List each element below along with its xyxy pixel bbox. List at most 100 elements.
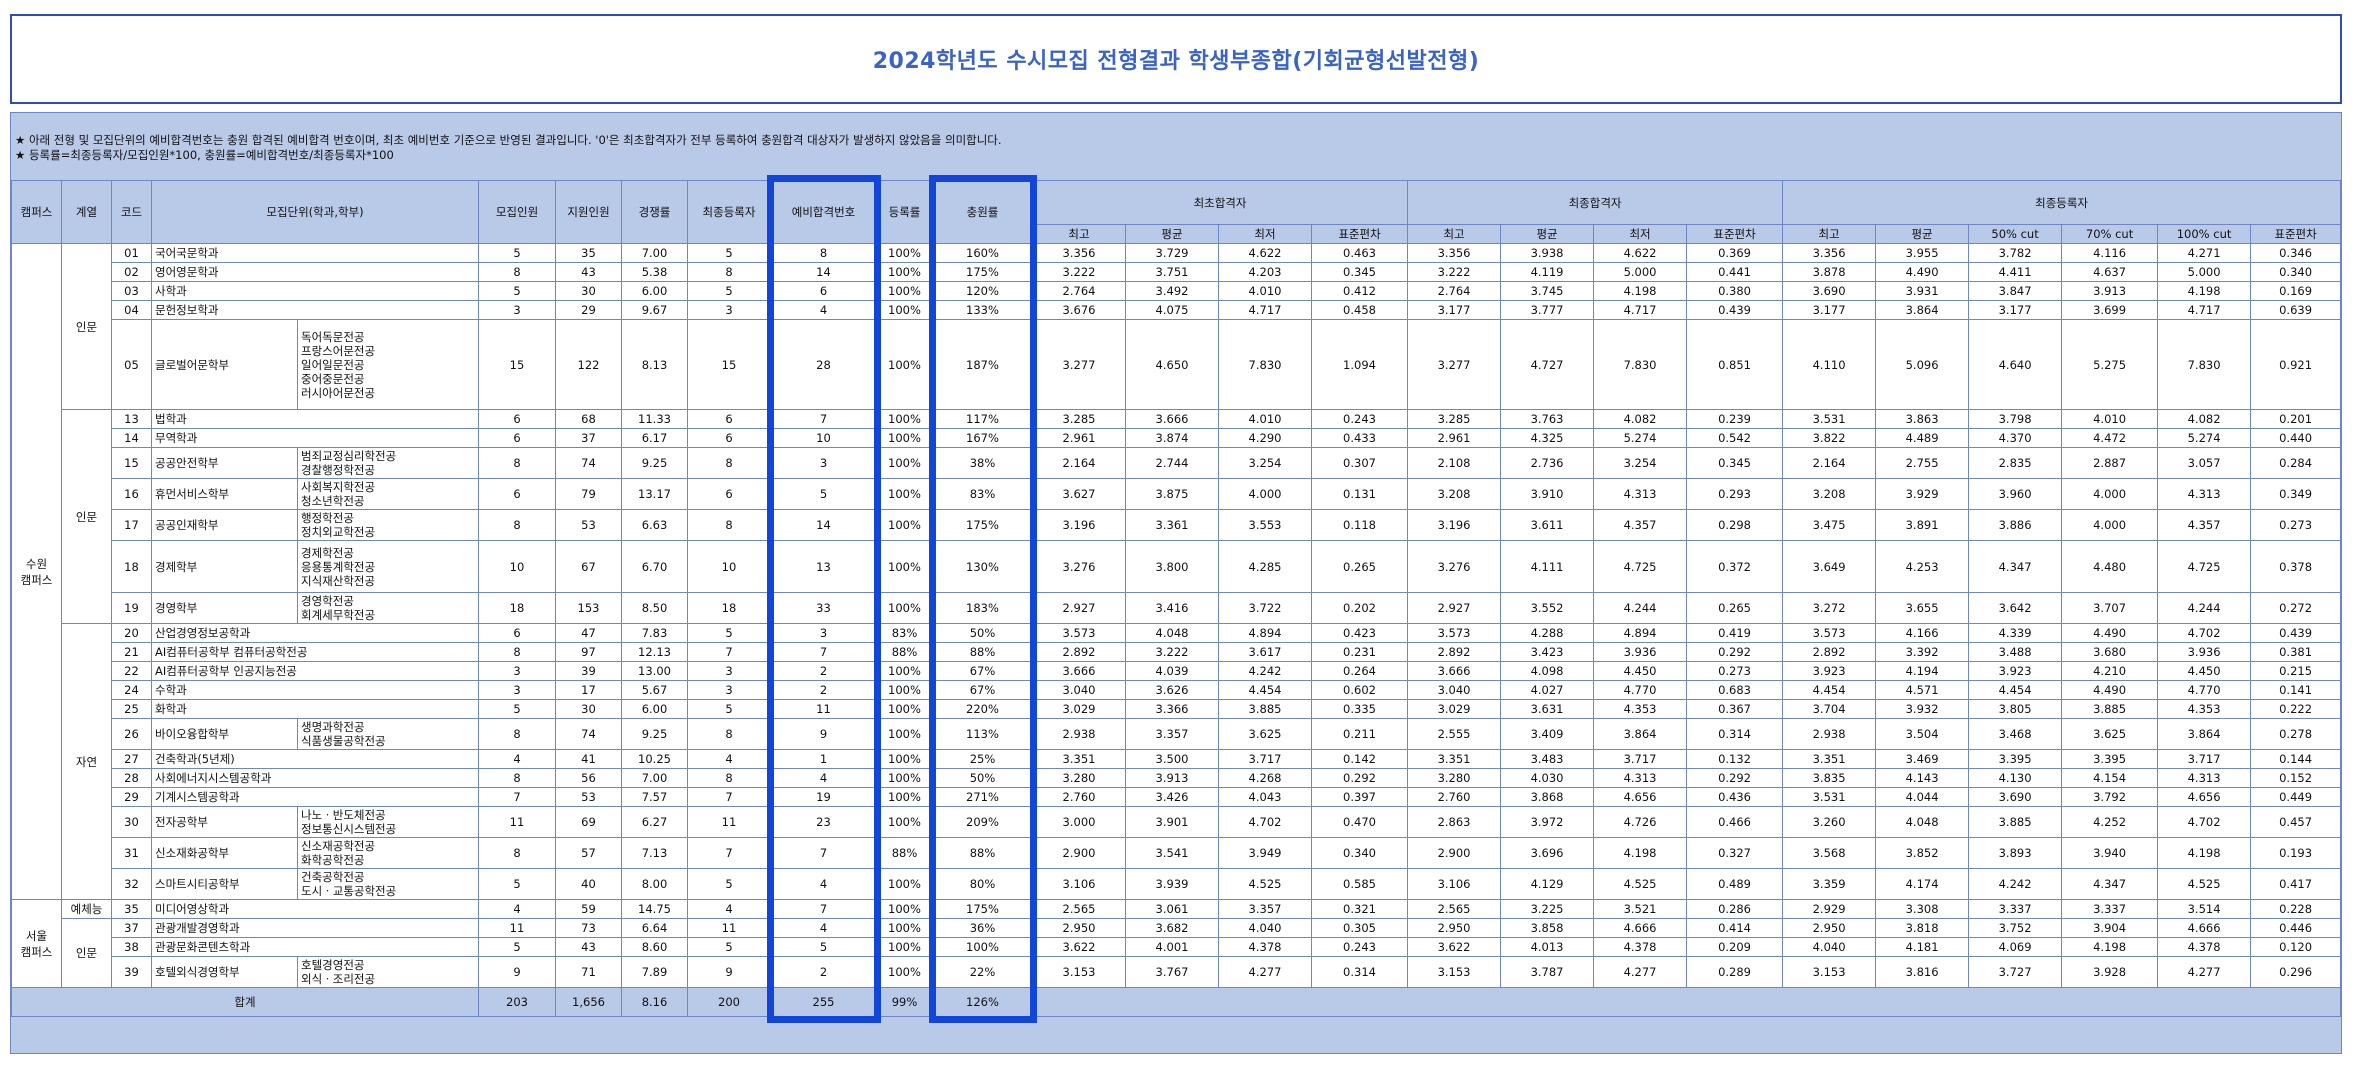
cell-reg-cut70: 4.252 bbox=[2061, 806, 2159, 838]
cell-waitlist: 33 bbox=[770, 592, 877, 624]
cell-initial-max: 3.666 bbox=[1032, 661, 1126, 681]
cell-final-min: 4.378 bbox=[1593, 937, 1688, 957]
cell-fill-rate: 120% bbox=[932, 281, 1033, 301]
cell-reg-std: 0.201 bbox=[2250, 409, 2342, 429]
cell-registered: 5 bbox=[687, 623, 771, 643]
cell-initial-max: 2.938 bbox=[1032, 718, 1126, 750]
cell-initial-avg: 3.222 bbox=[1125, 642, 1219, 662]
cell-applicants: 47 bbox=[555, 623, 622, 643]
cell-rate: 9.67 bbox=[621, 300, 688, 320]
cell-applicants: 73 bbox=[555, 918, 622, 938]
cell-final-std: 0.414 bbox=[1686, 918, 1784, 938]
cell-reg-avg: 3.931 bbox=[1875, 281, 1970, 301]
series-humanities: 인문 bbox=[61, 409, 112, 624]
cell-reg-cut70: 4.000 bbox=[2061, 509, 2159, 541]
cell-final-avg: 3.423 bbox=[1500, 642, 1595, 662]
cell-reg-avg: 4.048 bbox=[1875, 806, 1970, 838]
cell-waitlist: 2 bbox=[770, 956, 877, 988]
cell-final-max: 3.196 bbox=[1407, 509, 1502, 541]
cell-reg-cut100: 4.666 bbox=[2157, 918, 2252, 938]
cell-quota: 8 bbox=[478, 447, 556, 479]
cell-final-max: 3.351 bbox=[1407, 749, 1502, 769]
cell-code: 18 bbox=[111, 540, 152, 593]
cell-unit: 법학과 bbox=[151, 409, 479, 429]
cell-final-std: 0.209 bbox=[1686, 937, 1784, 957]
cell-initial-avg: 3.682 bbox=[1125, 918, 1219, 938]
cell-major: 경제학전공 응용통계학전공 지식재산학전공 bbox=[297, 540, 479, 593]
cell-quota: 8 bbox=[478, 262, 556, 282]
cell-reg-rate: 100% bbox=[876, 592, 933, 624]
cell-reg-cut50: 2.835 bbox=[1968, 447, 2063, 479]
cell-initial-std: 0.142 bbox=[1310, 749, 1409, 769]
cell-final-std: 0.542 bbox=[1686, 428, 1784, 448]
cell-final-std: 0.466 bbox=[1686, 806, 1784, 838]
cell-final-max: 3.622 bbox=[1407, 937, 1502, 957]
cell-quota: 3 bbox=[478, 661, 556, 681]
cell-unit: 국어국문학과 bbox=[151, 243, 479, 263]
cell-final-min: 4.357 bbox=[1593, 509, 1688, 541]
cell-final-min: 4.622 bbox=[1593, 243, 1688, 263]
cell-major: 건축공학전공 도시ㆍ교통공학전공 bbox=[297, 868, 479, 900]
cell-final-max: 3.040 bbox=[1407, 680, 1502, 700]
cell-final-avg: 3.611 bbox=[1500, 509, 1595, 541]
cell-initial-std: 0.585 bbox=[1310, 868, 1409, 900]
cell-final-max: 2.555 bbox=[1407, 718, 1502, 750]
total-waitlist: 255 bbox=[770, 987, 877, 1017]
cell-reg-std: 0.378 bbox=[2250, 540, 2342, 593]
cell-reg-rate: 100% bbox=[876, 300, 933, 320]
cell-initial-min: 4.242 bbox=[1218, 661, 1312, 681]
cell-final-max: 2.863 bbox=[1407, 806, 1502, 838]
cell-applicants: 39 bbox=[555, 661, 622, 681]
table-row: 14 무역학과 6 37 6.17 6 10 100% 167% 2.961 3.874 4.290 0… bbox=[12, 428, 2342, 448]
cell-reg-cut50: 3.805 bbox=[1968, 699, 2063, 719]
cell-waitlist: 7 bbox=[770, 837, 877, 869]
cell-reg-max: 3.208 bbox=[1782, 478, 1877, 510]
cell-unit: 호텔외식경영학부 bbox=[151, 956, 298, 988]
cell-reg-cut50: 4.339 bbox=[1968, 623, 2063, 643]
table-row: 인문 13 법학과 6 68 11.33 6 7 100% 117% 3.285 3.666 4.010… bbox=[12, 409, 2342, 624]
sub-header-min: 최저 bbox=[1218, 224, 1312, 244]
cell-initial-max: 3.351 bbox=[1032, 749, 1126, 769]
cell-fill-rate: 187% bbox=[932, 319, 1033, 410]
cell-final-avg: 3.631 bbox=[1500, 699, 1595, 719]
cell-major: 경영학전공 회계세무학전공 bbox=[297, 592, 479, 624]
cell-final-avg: 3.483 bbox=[1500, 749, 1595, 769]
cell-major: 범죄교정심리학전공 경찰행정학전공 bbox=[297, 447, 479, 479]
sub-header-cut50: 50% cut bbox=[1968, 224, 2063, 244]
cell-reg-cut100: 4.357 bbox=[2157, 509, 2252, 541]
cell-initial-min: 4.277 bbox=[1218, 956, 1312, 988]
cell-reg-cut100: 3.864 bbox=[2157, 718, 2252, 750]
cell-reg-cut100: 4.702 bbox=[2157, 623, 2252, 643]
cell-unit: 휴먼서비스학부 bbox=[151, 478, 298, 510]
cell-rate: 8.50 bbox=[621, 592, 688, 624]
cell-reg-cut50: 3.642 bbox=[1968, 592, 2063, 624]
cell-initial-min: 4.285 bbox=[1218, 540, 1312, 593]
cell-reg-rate: 100% bbox=[876, 749, 933, 769]
cell-registered: 4 bbox=[687, 899, 771, 919]
cell-initial-max: 3.276 bbox=[1032, 540, 1126, 593]
cell-unit: 신소재화공학부 bbox=[151, 837, 298, 869]
cell-reg-cut100: 3.514 bbox=[2157, 899, 2252, 919]
cell-waitlist: 14 bbox=[770, 509, 877, 541]
cell-reg-std: 0.349 bbox=[2250, 478, 2342, 510]
cell-rate: 7.83 bbox=[621, 623, 688, 643]
cell-unit: AI컴퓨터공학부 인공지능전공 bbox=[151, 661, 479, 681]
cell-reg-max: 3.878 bbox=[1782, 262, 1877, 282]
cell-code: 04 bbox=[111, 300, 152, 320]
cell-unit: 수학과 bbox=[151, 680, 479, 700]
sub-header-min: 최저 bbox=[1593, 224, 1688, 244]
cell-applicants: 30 bbox=[555, 281, 622, 301]
cell-quota: 5 bbox=[478, 868, 556, 900]
cell-applicants: 69 bbox=[555, 806, 622, 838]
cell-quota: 7 bbox=[478, 787, 556, 807]
cell-quota: 4 bbox=[478, 749, 556, 769]
cell-final-max: 3.029 bbox=[1407, 699, 1502, 719]
cell-waitlist: 5 bbox=[770, 937, 877, 957]
sub-header-cut70: 70% cut bbox=[2061, 224, 2159, 244]
cell-code: 13 bbox=[111, 409, 152, 429]
cell-reg-max: 3.568 bbox=[1782, 837, 1877, 869]
cell-initial-std: 0.602 bbox=[1310, 680, 1409, 700]
cell-reg-rate: 100% bbox=[876, 661, 933, 681]
cell-rate: 8.13 bbox=[621, 319, 688, 410]
sub-header-max: 최고 bbox=[1782, 224, 1877, 244]
